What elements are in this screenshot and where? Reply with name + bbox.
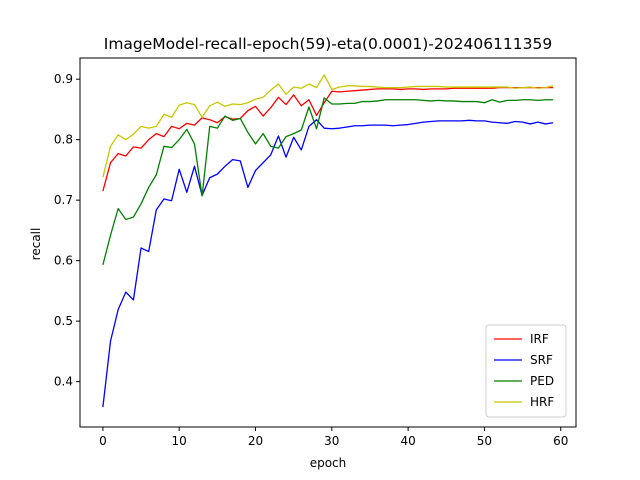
x-tick-label: 50 <box>477 434 492 448</box>
y-axis-label: recall <box>29 228 43 261</box>
y-tick-label: 0.8 <box>54 133 73 147</box>
x-tick-label: 0 <box>99 434 107 448</box>
legend-label-srf: SRF <box>530 353 553 367</box>
x-tick-label: 40 <box>400 434 415 448</box>
y-tick-label: 0.4 <box>54 375 73 389</box>
legend-label-irf: IRF <box>530 332 549 346</box>
plot-area <box>102 74 554 408</box>
x-tick-label: 30 <box>324 434 339 448</box>
x-tick-label: 10 <box>172 434 187 448</box>
series-line-irf <box>102 86 554 192</box>
y-tick-label: 0.7 <box>54 193 73 207</box>
legend-label-hrf: HRF <box>530 395 554 409</box>
axes-frame <box>79 57 577 428</box>
series-line-hrf <box>102 74 554 178</box>
y-tick-label: 0.9 <box>54 72 73 86</box>
legend: IRF SRF PED HRF <box>485 324 567 418</box>
x-axis-label: epoch <box>310 456 347 470</box>
y-tick-label: 0.6 <box>54 254 73 268</box>
series-line-ped <box>102 97 554 266</box>
legend-label-ped: PED <box>530 374 554 388</box>
x-tick-label: 20 <box>248 434 263 448</box>
series-line-srf <box>102 119 554 408</box>
axis-ticks: 0 10 20 30 40 50 60 0.4 0.5 0.6 0.7 0.8 0.9 <box>54 72 568 448</box>
y-tick-label: 0.5 <box>54 314 73 328</box>
legend-box <box>485 324 567 418</box>
x-tick-label: 60 <box>553 434 568 448</box>
chart-title: ImageModel-recall-epoch(59)-eta(0.0001)-… <box>104 35 552 53</box>
